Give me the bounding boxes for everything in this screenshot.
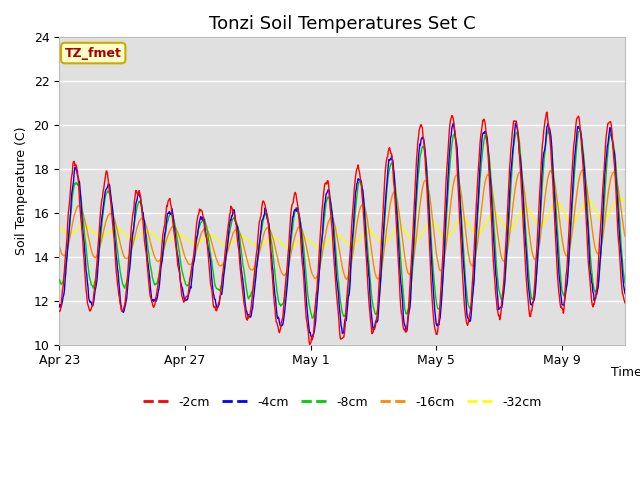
Text: TZ_fmet: TZ_fmet [65,47,122,60]
Title: Tonzi Soil Temperatures Set C: Tonzi Soil Temperatures Set C [209,15,476,33]
X-axis label: Time: Time [611,366,640,379]
Y-axis label: Soil Temperature (C): Soil Temperature (C) [15,127,28,255]
Legend: -2cm, -4cm, -8cm, -16cm, -32cm: -2cm, -4cm, -8cm, -16cm, -32cm [138,391,547,414]
